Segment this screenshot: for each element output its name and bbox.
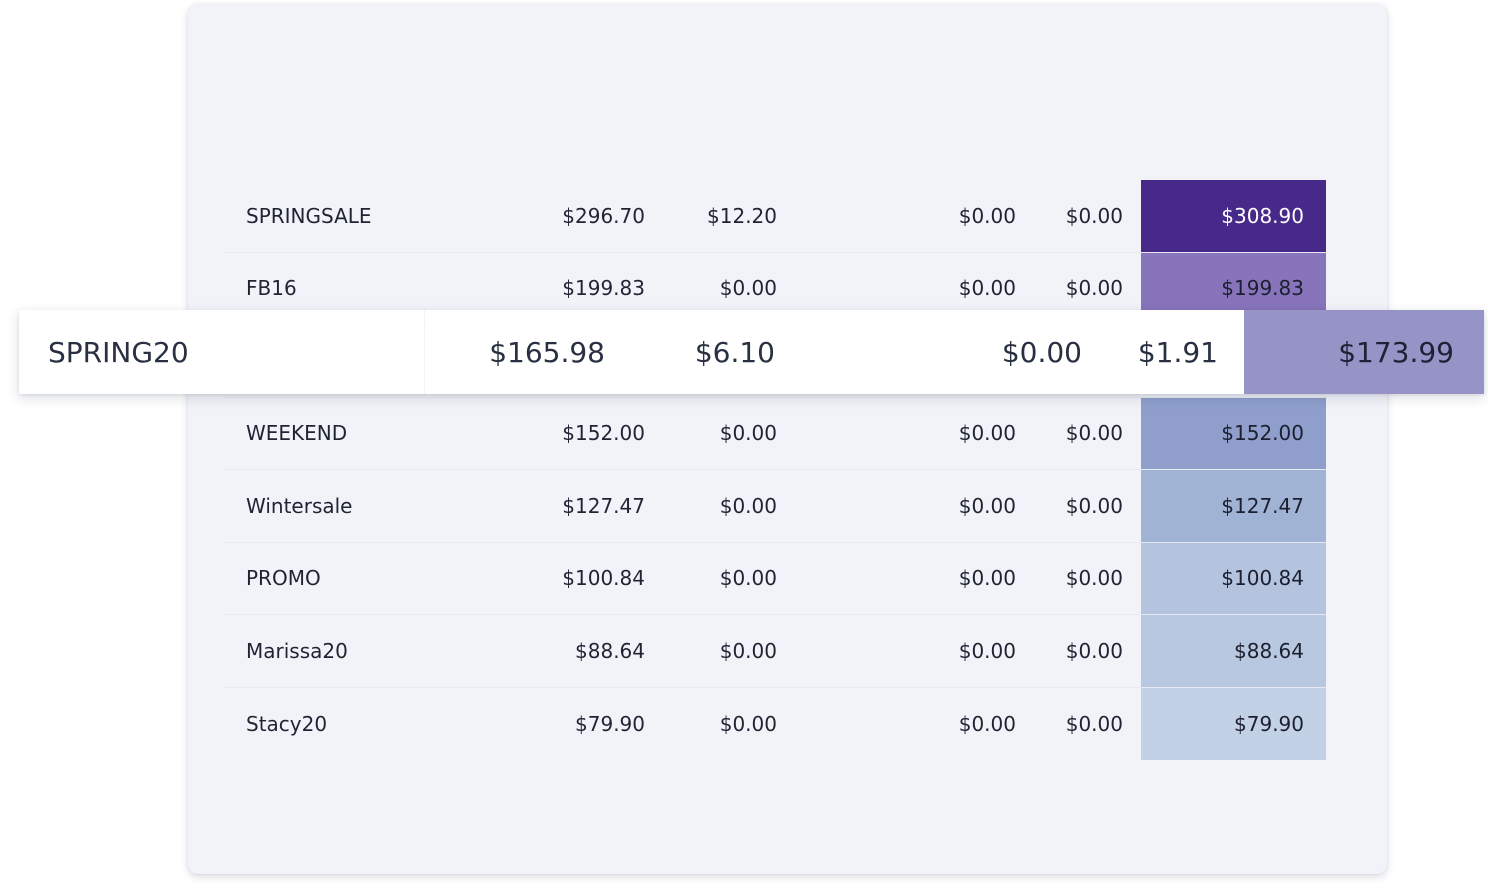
gross-sales-cell: $165.98 <box>489 335 605 369</box>
shipping-cell: $0.00 <box>958 711 1016 736</box>
fees-cell: $0.00 <box>1065 493 1123 518</box>
fees-cell: $0.00 <box>1065 276 1123 301</box>
gross-sales-cell: $199.83 <box>562 276 645 301</box>
discount-code-cell: Marissa20 <box>246 638 348 663</box>
table-row-spacer <box>224 325 1326 398</box>
fees-cell: $0.00 <box>1065 566 1123 591</box>
shipping-cell: $0.00 <box>958 638 1016 663</box>
shipping-cell: $0.00 <box>958 566 1016 591</box>
fees-cell: $0.00 <box>1065 638 1123 663</box>
fees-cell: $0.00 <box>1065 711 1123 736</box>
discount-code-cell: WEEKEND <box>246 421 348 446</box>
total-sales-cell: $173.99 <box>1244 310 1484 394</box>
table-row[interactable]: Stacy20 $79.90 $0.00 $0.00 $0.00 $79.90 <box>224 687 1326 760</box>
table-row[interactable]: Marissa20 $88.64 $0.00 $0.00 $0.00 $88.6… <box>224 615 1326 688</box>
tax-cell: $0.00 <box>719 711 777 736</box>
discount-code-cell: Wintersale <box>246 493 353 518</box>
fees-cell: $1.91 <box>1137 335 1218 369</box>
tax-cell: $0.00 <box>719 566 777 591</box>
discount-code-cell: PROMO <box>246 566 321 591</box>
discount-code-cell: SPRING20 <box>48 335 189 369</box>
gross-sales-cell: $79.90 <box>575 711 645 736</box>
highlighted-table-row[interactable]: SPRING20 $165.98 $6.10 $0.00 $1.91 $173.… <box>19 310 1484 394</box>
discount-code-cell: Stacy20 <box>246 711 328 736</box>
total-sales-cell: $127.47 <box>1141 470 1326 542</box>
table-row[interactable]: WEEKEND $152.00 $0.00 $0.00 $0.00 $152.0… <box>224 397 1326 470</box>
fees-cell: $0.00 <box>1065 203 1123 228</box>
total-sales-cell: $152.00 <box>1141 397 1326 469</box>
tax-cell: $6.10 <box>694 335 775 369</box>
table-row[interactable]: SPRINGSALE $296.70 $12.20 $0.00 $0.00 $3… <box>224 180 1326 253</box>
table-row[interactable]: Wintersale $127.47 $0.00 $0.00 $0.00 $12… <box>224 470 1326 543</box>
shipping-cell: $0.00 <box>1001 335 1082 369</box>
tax-cell: $0.00 <box>719 276 777 301</box>
highlighted-values-card: $165.98 $6.10 $0.00 $1.91 $173.99 <box>425 310 1484 394</box>
total-sales-cell: $308.90 <box>1141 180 1326 252</box>
total-sales-cell: $100.84 <box>1141 542 1326 614</box>
shipping-cell: $0.00 <box>958 276 1016 301</box>
gross-sales-cell: $88.64 <box>575 638 645 663</box>
table-row[interactable]: PROMO $100.84 $0.00 $0.00 $0.00 $100.84 <box>224 542 1326 615</box>
discount-code-cell: SPRINGSALE <box>246 203 372 228</box>
total-sales-cell: $79.90 <box>1141 687 1326 760</box>
tax-cell: $0.00 <box>719 421 777 446</box>
tax-cell: $12.20 <box>707 203 777 228</box>
gross-sales-cell: $127.47 <box>562 493 645 518</box>
gross-sales-cell: $296.70 <box>562 203 645 228</box>
gross-sales-cell: $100.84 <box>562 566 645 591</box>
total-sales-cell: $88.64 <box>1141 615 1326 687</box>
discount-code-cell: FB16 <box>246 276 297 301</box>
gross-sales-cell: $152.00 <box>562 421 645 446</box>
fees-cell: $0.00 <box>1065 421 1123 446</box>
shipping-cell: $0.00 <box>958 203 1016 228</box>
highlighted-code-card: SPRING20 <box>19 310 424 394</box>
tax-cell: $0.00 <box>719 493 777 518</box>
tax-cell: $0.00 <box>719 638 777 663</box>
shipping-cell: $0.00 <box>958 493 1016 518</box>
discount-code-table: SPRINGSALE $296.70 $12.20 $0.00 $0.00 $3… <box>224 180 1326 760</box>
shipping-cell: $0.00 <box>958 421 1016 446</box>
